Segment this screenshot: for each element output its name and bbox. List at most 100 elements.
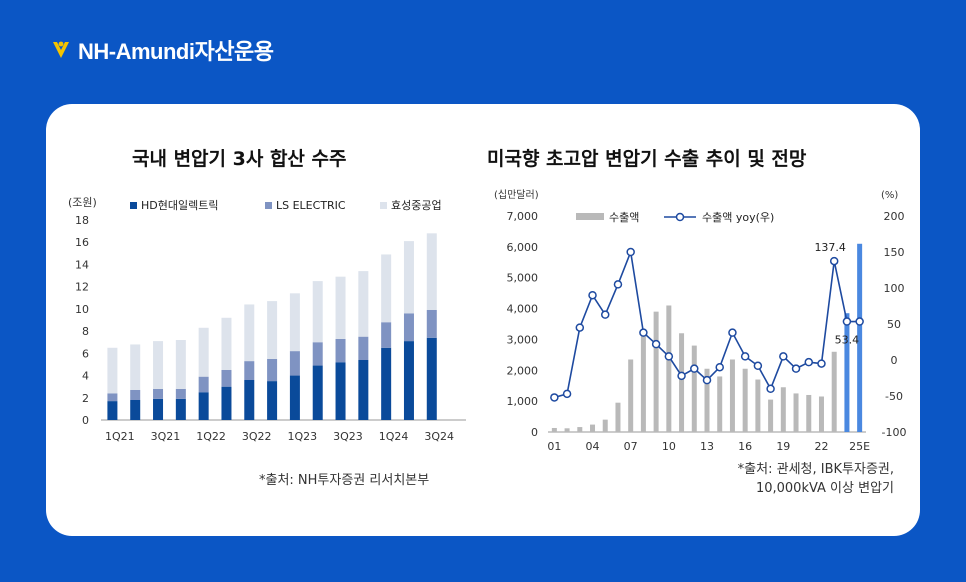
bar-segment — [426, 310, 437, 338]
y2-axis-unit: (%) — [881, 190, 898, 201]
export-bar — [806, 394, 812, 432]
export-bar — [831, 351, 837, 432]
bar-segment — [335, 276, 346, 339]
yoy-point — [562, 389, 572, 399]
bar-segment — [267, 301, 278, 359]
export-bar — [691, 345, 697, 432]
y-tick-label: 12 — [75, 281, 89, 294]
y-tick-label: 10 — [75, 303, 89, 316]
x-tick-label: 1Q24 — [379, 430, 409, 443]
yoy-point — [550, 393, 559, 402]
y-tick-label: 16 — [75, 236, 89, 249]
yoy-point — [740, 352, 750, 361]
bar-segment — [403, 313, 414, 342]
legend-label: 효성중공업 — [391, 199, 442, 212]
x-tick-label: 13 — [700, 440, 714, 452]
bar-segment — [267, 381, 278, 420]
yoy-point — [791, 364, 801, 373]
yoy-point — [600, 310, 610, 319]
bar-segment — [130, 400, 141, 420]
yoy-point — [753, 361, 763, 371]
yoy-point — [575, 323, 585, 332]
bar-segment — [381, 347, 392, 420]
nh-logo-icon — [53, 41, 69, 58]
right-source-line-1: *출처: 관세청, IBK투자증권, — [737, 462, 894, 477]
bar-segment — [358, 336, 369, 360]
export-bar — [755, 379, 761, 432]
bar-segment — [221, 370, 232, 387]
legend-label: LS ELECTRIC — [276, 199, 346, 212]
x-tick-label: 16 — [738, 440, 752, 452]
y-tick-label: 14 — [75, 258, 89, 271]
us-export-chart: (십만달러) (%) 0 1,000 2,000 3,000 4,000 5,000 6,000… — [494, 189, 906, 452]
right-chart-title: 미국향 초고압 변압기 수출 추이 및 전망 — [487, 148, 807, 170]
export-bar — [768, 399, 774, 432]
yoy-point — [690, 364, 699, 373]
bar-segment — [130, 390, 141, 400]
export-bar — [653, 311, 659, 432]
y-tick-label: 5,000 — [507, 272, 539, 285]
export-bar — [577, 427, 583, 432]
y-tick-label: 2 — [82, 392, 89, 405]
export-bar — [844, 313, 850, 432]
export-bar — [717, 376, 723, 432]
export-bar — [679, 333, 685, 432]
yoy-point — [842, 317, 852, 326]
legend-swatch — [380, 202, 387, 209]
bar-segment — [198, 392, 209, 420]
y-tick-label: 4,000 — [507, 303, 539, 316]
export-bar — [793, 393, 799, 432]
y-tick-label: 3,000 — [507, 333, 539, 346]
y-tick-label: 8 — [82, 325, 89, 338]
y-tick-label: 1,000 — [507, 395, 539, 408]
y-axis-unit: (조원) — [68, 196, 97, 209]
bar-segment — [312, 365, 323, 420]
yoy-point — [804, 357, 814, 367]
x-tick-label: 1Q21 — [105, 430, 135, 443]
yoy-point — [664, 352, 674, 361]
yoy-point — [677, 371, 686, 381]
x-tick-label: 07 — [624, 440, 638, 452]
x-tick-label: 3Q24 — [424, 430, 454, 443]
yoy-point — [588, 290, 597, 300]
export-bar — [602, 419, 608, 432]
x-tick-label: 1Q23 — [287, 430, 317, 443]
brand-logo: NH-Amundi자산운용 — [50, 34, 274, 66]
bar-segment — [289, 351, 300, 376]
legend-label: 수출액 yoy(우) — [702, 211, 774, 224]
x-tick-label: 3Q21 — [151, 430, 181, 443]
yoy-point — [639, 328, 648, 337]
bar-segment — [335, 338, 346, 363]
y-tick-label: 18 — [75, 214, 89, 227]
bar-segment — [107, 401, 118, 420]
yoy-point — [728, 328, 737, 337]
bar-segment — [107, 347, 118, 394]
export-bar — [615, 402, 621, 432]
bar-segment — [335, 362, 346, 420]
right-source-line-2: 10,000kVA 이상 변압기 — [755, 481, 894, 496]
left-chart-title: 국내 변압기 3사 합산 수주 — [132, 148, 347, 170]
x-tick-label: 1Q22 — [196, 430, 226, 443]
bar-segment — [312, 342, 323, 366]
yoy-point — [626, 247, 635, 257]
bar-segment — [289, 375, 300, 420]
y-axis-unit: (십만달러) — [494, 189, 539, 201]
y-tick-label: 2,000 — [507, 364, 539, 377]
legend-label: HD현대일렉트릭 — [141, 198, 218, 212]
bar-segment — [175, 388, 186, 399]
x-tick-label: 04 — [586, 440, 600, 452]
export-bar — [742, 368, 748, 432]
data-annotation: 53.4 — [835, 334, 860, 347]
yoy-point — [817, 359, 826, 368]
bar-segment — [312, 281, 323, 343]
y2-tick-label: 200 — [884, 210, 905, 223]
right-chart-source: *출처: 관세청, IBK투자증권, 10,000kVA 이상 변압기 — [738, 460, 894, 498]
bar-segment — [358, 360, 369, 420]
legend-label: 수출액 — [609, 211, 639, 224]
export-bar — [857, 243, 863, 432]
y2-tick-label: 150 — [884, 246, 905, 259]
bar-segment — [130, 344, 141, 390]
y-tick-label: 7,000 — [507, 210, 539, 223]
y2-tick-label: 50 — [887, 318, 901, 331]
bar-segment — [107, 393, 118, 402]
